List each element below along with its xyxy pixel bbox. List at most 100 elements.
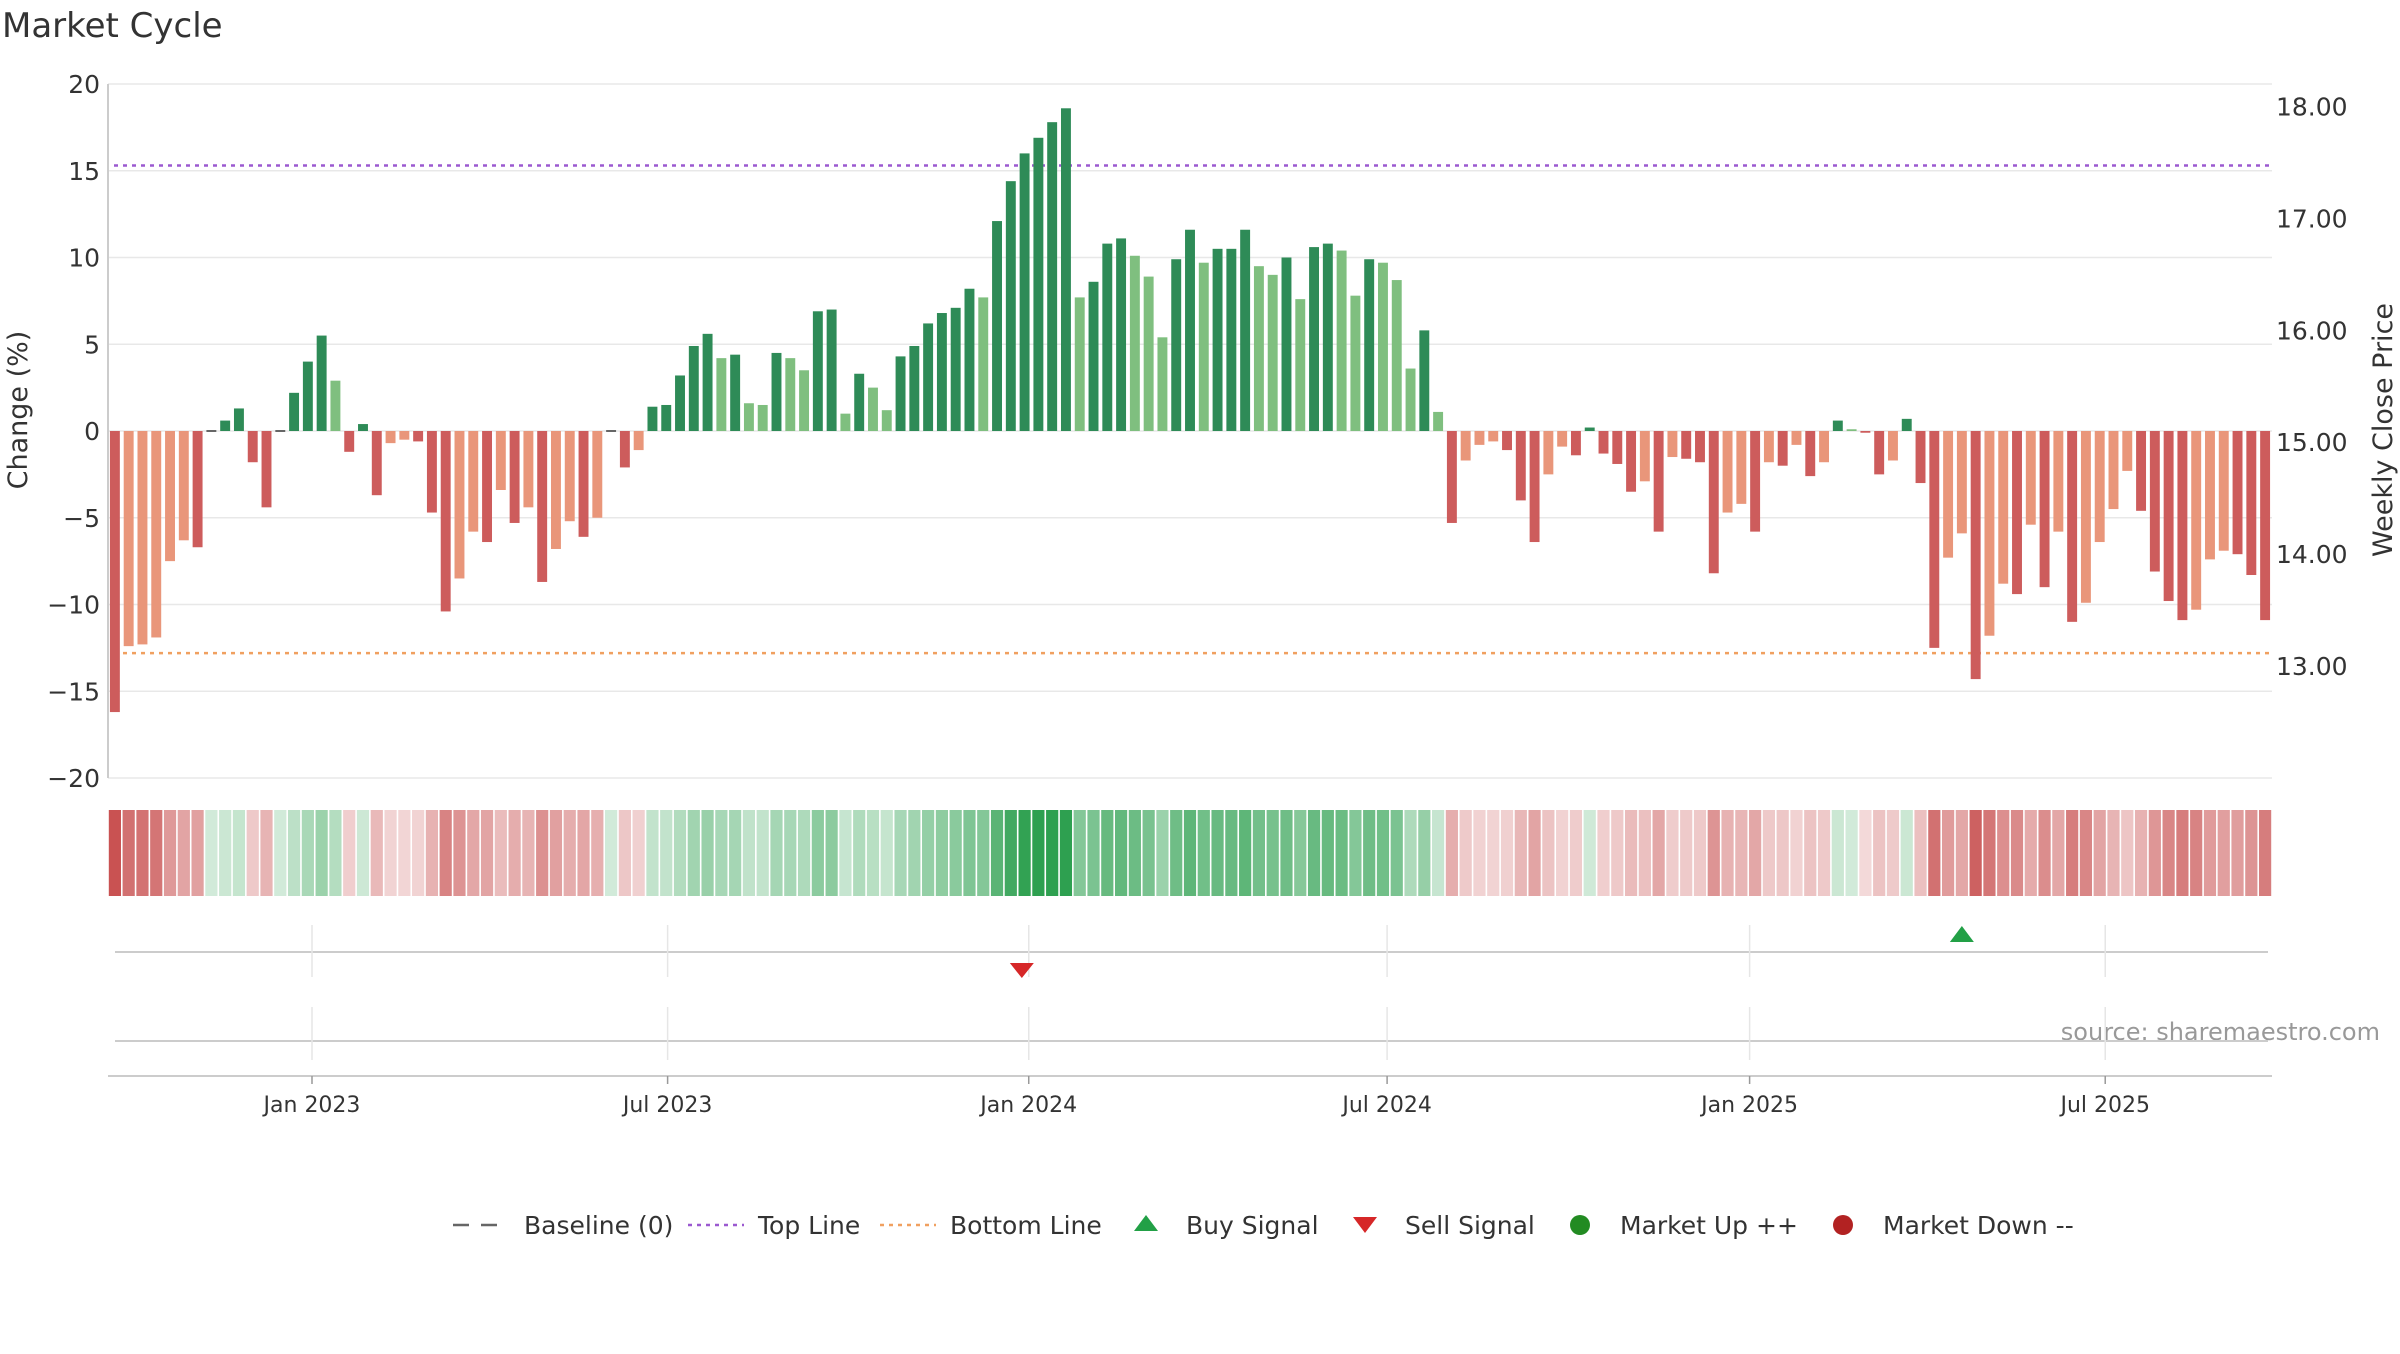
change-bar — [247, 431, 258, 463]
heat-strip-cell — [1790, 810, 1803, 896]
change-bar — [578, 431, 589, 537]
y-tick-label: 20 — [68, 70, 100, 99]
heat-strip-cell — [1652, 810, 1665, 896]
heat-strip-cell — [1873, 810, 1886, 896]
change-bar — [1143, 276, 1154, 431]
heat-strip-cell — [2121, 810, 2134, 896]
change-bar — [1074, 297, 1085, 431]
heat-strip-cell — [1225, 810, 1238, 896]
heat-strip-cell — [205, 810, 218, 896]
heat-strip-cell — [1004, 810, 1017, 896]
x-tick-label: Jul 2023 — [621, 1093, 713, 1118]
heat-strip-cell — [2052, 810, 2065, 896]
heat-strip-cell — [1983, 810, 1996, 896]
heat-strip-cell — [1046, 810, 1059, 896]
heat-strip-cell — [1886, 810, 1900, 896]
change-bar — [1543, 431, 1554, 475]
change-bar — [123, 431, 134, 647]
heat-strip-cell — [1018, 810, 1031, 896]
heat-strip-cell — [536, 810, 549, 896]
legend-sell-signal-icon — [1353, 1217, 1377, 1233]
y-axis-label: Change (%) — [3, 331, 34, 490]
change-bar — [1763, 431, 1774, 463]
change-bar — [385, 431, 396, 444]
change-bar — [716, 358, 727, 431]
heat-strip-cell — [2134, 810, 2148, 896]
heat-strip-cell — [439, 810, 452, 896]
y-tick-label: 0 — [84, 417, 100, 446]
change-bar — [592, 431, 603, 518]
change-bar — [1322, 243, 1333, 431]
change-bar — [633, 431, 644, 451]
change-bar — [233, 408, 244, 431]
heat-strip-cell — [1114, 810, 1128, 896]
change-bar — [1350, 295, 1361, 431]
heat-strip-cell — [1914, 810, 1927, 896]
change-bar — [1019, 153, 1030, 431]
heat-strip-cell — [219, 810, 232, 896]
change-bar — [289, 392, 300, 431]
heat-strip-cell — [632, 810, 645, 896]
heat-strip-cell — [2066, 810, 2079, 896]
heat-strip-cell — [660, 810, 673, 896]
heat-strip-cell — [508, 810, 521, 896]
heat-strip-cell — [108, 810, 121, 896]
x-tick-label: Jul 2024 — [1340, 1093, 1432, 1118]
change-bar — [1391, 280, 1402, 431]
heat-strip-cell — [1707, 810, 1720, 896]
change-bar — [1198, 262, 1209, 431]
heat-strip-cell — [963, 810, 976, 896]
change-bar — [1378, 262, 1388, 431]
change-bar — [509, 431, 520, 523]
legend-buy-signal-label: Buy Signal — [1186, 1211, 1319, 1240]
change-bar — [1060, 108, 1071, 431]
y-tick-label: 15 — [68, 157, 100, 186]
change-bar — [1557, 431, 1568, 447]
heat-strip-cell — [1445, 810, 1458, 896]
y-tick-label: −5 — [63, 504, 100, 533]
y-tick-label: −15 — [47, 677, 100, 706]
change-bar — [2122, 431, 2133, 471]
change-bar — [1005, 181, 1016, 431]
change-bar — [1915, 431, 1926, 484]
change-bar — [1639, 431, 1650, 482]
heat-strip-cell — [949, 810, 962, 896]
change-bar — [178, 431, 189, 541]
heat-strip-cell — [2148, 810, 2161, 896]
heat-strip-cell — [990, 810, 1004, 896]
heat-strip-cell — [591, 810, 604, 896]
heat-strip-cell — [1349, 810, 1362, 896]
change-bar — [688, 345, 699, 431]
change-bar — [1970, 431, 1981, 680]
y-right-tick-label: 17.00 — [2276, 204, 2348, 233]
change-bar — [1819, 431, 1830, 463]
change-bar — [1984, 431, 1995, 636]
chart-title: Market Cycle — [2, 6, 223, 46]
heat-strip-cell — [2259, 810, 2272, 896]
change-bar — [619, 431, 630, 468]
y-right-tick-label: 13.00 — [2276, 652, 2348, 681]
change-bar — [854, 373, 865, 431]
change-bar — [936, 313, 947, 431]
heat-strip-cell — [425, 810, 439, 896]
change-bar — [468, 431, 479, 532]
change-bar — [1212, 248, 1223, 431]
change-bar — [757, 404, 768, 431]
change-bar — [2094, 431, 2105, 543]
change-bar — [440, 431, 451, 612]
change-bar — [2025, 431, 2036, 525]
change-bar — [1460, 431, 1471, 461]
x-tick-label: Jan 2023 — [262, 1093, 361, 1118]
change-bar — [1805, 431, 1816, 477]
heat-strip-cell — [1859, 810, 1872, 896]
heat-strip-cell — [1776, 810, 1789, 896]
y-right-tick-label: 15.00 — [2276, 428, 2348, 457]
heat-strip-cell — [2217, 810, 2230, 896]
heat-strip-cell — [908, 810, 921, 896]
change-bar — [2053, 431, 2064, 532]
heat-strip-cell — [1611, 810, 1624, 896]
heat-strip-cell — [729, 810, 742, 896]
sell-signal-marker — [1009, 963, 1034, 978]
change-bar — [2260, 431, 2271, 621]
change-bar — [1102, 243, 1113, 431]
